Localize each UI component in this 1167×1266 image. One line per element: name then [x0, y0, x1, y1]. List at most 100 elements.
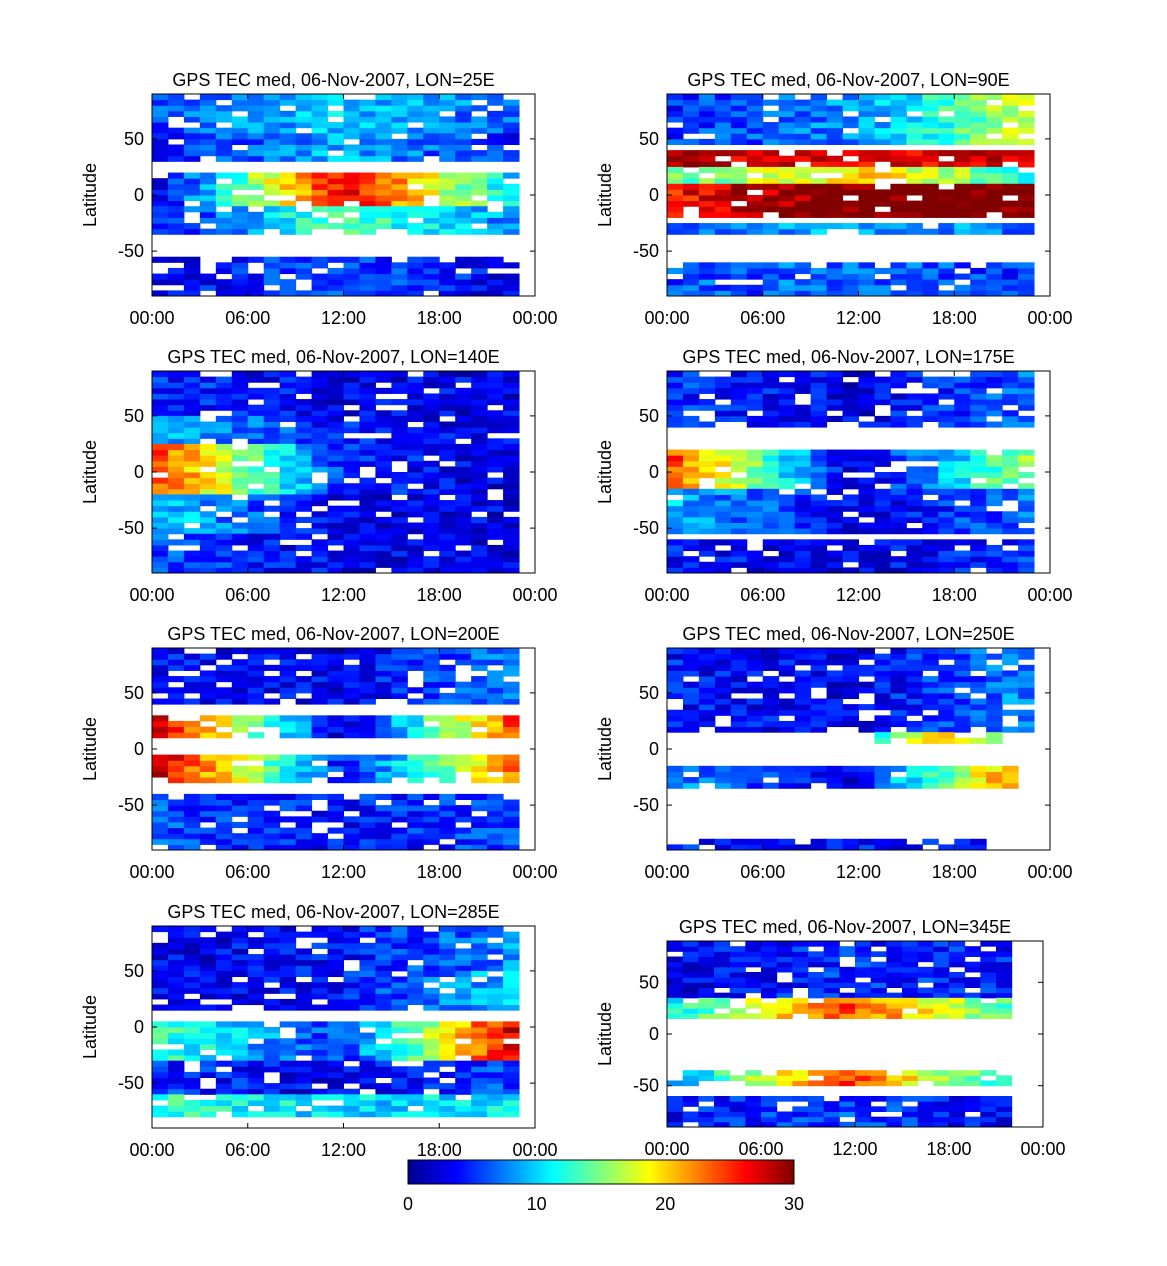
heatmap-cell — [375, 500, 392, 507]
heatmap-cell — [682, 844, 700, 851]
heatmap-cell — [874, 99, 891, 106]
heatmap-cell — [810, 404, 828, 411]
heatmap-cell — [152, 993, 169, 1000]
heatmap-cell — [183, 760, 201, 767]
heatmap-cell — [886, 961, 903, 968]
heatmap-cell — [730, 664, 748, 671]
heatmap-cell — [279, 533, 297, 540]
heatmap-cell — [231, 799, 249, 806]
heatmap-cell — [746, 371, 764, 378]
heatmap-cell — [714, 94, 732, 101]
heatmap-cell — [279, 1105, 297, 1112]
heatmap-cell — [439, 511, 456, 518]
heatmap-cell — [970, 494, 987, 501]
heatmap-cell — [810, 844, 828, 851]
heatmap-cell — [263, 122, 281, 129]
heatmap-cell — [746, 273, 764, 280]
heatmap-cell — [247, 976, 265, 983]
heatmap-cell — [682, 155, 700, 162]
heatmap-cell — [954, 709, 971, 716]
heatmap-cell — [487, 965, 504, 972]
heatmap-cell — [407, 937, 424, 944]
heatmap-cell — [503, 659, 520, 666]
heatmap-cell — [794, 550, 812, 557]
heatmap-cell — [423, 443, 440, 451]
x-tick-label: 18:00 — [417, 308, 462, 328]
heatmap-cell — [375, 959, 392, 966]
heatmap-cell — [986, 110, 1003, 117]
heatmap-cell — [327, 1083, 344, 1090]
heatmap-cell — [1002, 267, 1019, 275]
heatmap-cell — [964, 961, 981, 968]
heatmap-cell — [996, 1075, 1013, 1081]
heatmap-cell — [1018, 676, 1035, 683]
heatmap-cell — [730, 155, 748, 162]
heatmap-cell — [823, 982, 840, 988]
heatmap-cell — [794, 267, 812, 275]
heatmap-cell — [375, 732, 392, 739]
heatmap-cell — [375, 466, 392, 473]
heatmap-cell — [311, 765, 329, 772]
heatmap-cell — [311, 993, 329, 1000]
heatmap-cell — [503, 833, 520, 840]
heatmap-cell — [970, 500, 987, 507]
heatmap-cell — [714, 1101, 731, 1107]
heatmap-cell — [183, 290, 201, 297]
heatmap-cell — [746, 516, 764, 523]
heatmap-cell — [682, 681, 700, 688]
heatmap-cell — [938, 715, 955, 722]
heatmap-cell — [1018, 505, 1035, 512]
heatmap-cell — [778, 782, 796, 789]
heatmap-cell — [439, 376, 456, 383]
heatmap-cell — [199, 692, 217, 699]
heatmap-cell — [167, 472, 185, 479]
heatmap-cell — [279, 948, 297, 955]
heatmap-cell — [327, 522, 344, 529]
heatmap-cell — [359, 183, 376, 190]
heatmap-cell — [471, 500, 488, 507]
heatmap-cell — [842, 99, 859, 106]
heatmap-cell — [933, 946, 950, 952]
heatmap-cell — [986, 393, 1003, 400]
heatmap-cell — [199, 511, 217, 518]
heatmap-cell — [391, 522, 408, 529]
heatmap-cell — [295, 698, 313, 705]
heatmap-cell — [667, 466, 684, 473]
heatmap-cell — [746, 138, 764, 145]
heatmap-cell — [890, 648, 907, 655]
heatmap-cell — [1002, 376, 1019, 383]
heatmap-cell — [407, 816, 424, 823]
heatmap-cell — [263, 1083, 281, 1090]
heatmap-cell — [858, 94, 875, 101]
heatmap-cell — [343, 698, 360, 705]
heatmap-cell — [986, 399, 1003, 406]
heatmap-cell — [842, 550, 859, 557]
heatmap-cell — [311, 466, 329, 473]
heatmap-cell — [1002, 687, 1019, 694]
heatmap-cell — [279, 516, 297, 523]
x-tick-label: 06:00 — [225, 862, 270, 882]
heatmap-cell — [423, 273, 440, 280]
heatmap-cell — [471, 528, 488, 535]
heatmap-cell — [231, 206, 249, 213]
heatmap-cell — [327, 648, 344, 655]
heatmap-cell — [215, 539, 233, 546]
heatmap-cell — [682, 172, 700, 179]
heatmap-cell — [199, 965, 217, 972]
heatmap-cell — [375, 987, 392, 994]
heatmap-cell — [359, 393, 376, 400]
heatmap-cell — [263, 223, 281, 230]
heatmap-cell — [439, 500, 456, 507]
heatmap-cell — [729, 966, 746, 973]
heatmap-cell — [698, 941, 715, 947]
heatmap-cell — [295, 1021, 313, 1028]
heatmap-cell — [810, 279, 828, 286]
heatmap-cell — [439, 116, 456, 123]
heatmap-cell — [359, 1094, 376, 1101]
heatmap-cell — [407, 178, 424, 185]
heatmap-cell — [938, 472, 955, 479]
heatmap-cell — [874, 698, 891, 705]
heatmap-cell — [215, 567, 233, 574]
heatmap-cell — [407, 387, 424, 394]
heatmap-cell — [826, 567, 844, 574]
